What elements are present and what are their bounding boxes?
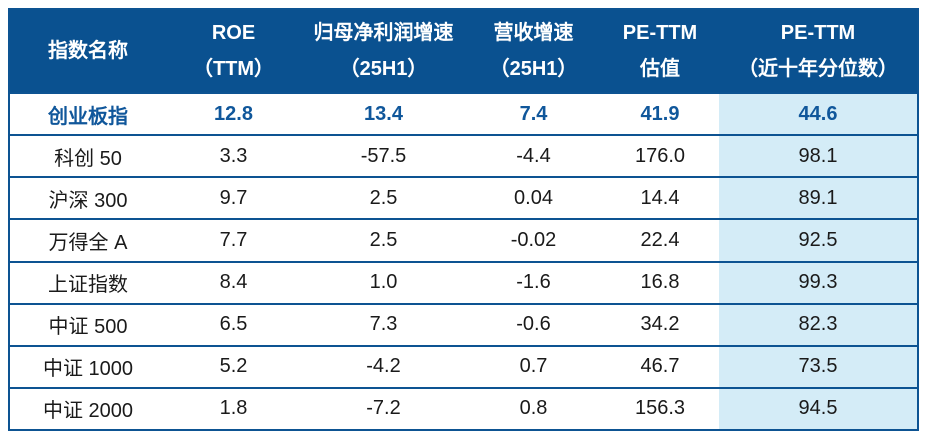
index-name-cell: 中证 500: [9, 302, 166, 346]
value-cell-revenue-growth-25h1: -0.6: [466, 302, 601, 346]
value-cell-revenue-growth-25h1: 0.7: [466, 344, 601, 388]
value-cell-pe-ttm-percentile: 99.3: [719, 260, 918, 304]
value-cell-pe-ttm-valuation: 156.3: [601, 386, 719, 430]
value-cell-pe-ttm-percentile: 44.6: [719, 91, 918, 136]
value-cell-pe-ttm-percentile: 98.1: [719, 134, 918, 178]
column-header-line: （近十年分位数）: [738, 58, 898, 80]
value-cell-net-profit-growth-25h1: 2.5: [301, 218, 466, 262]
column-header-line: （25H1）: [339, 58, 428, 80]
value-cell-revenue-growth-25h1: -0.02: [466, 218, 601, 262]
value-cell-pe-ttm-valuation: 176.0: [601, 134, 719, 178]
value-cell-pe-ttm-percentile: 92.5: [719, 218, 918, 262]
value-cell-pe-ttm-valuation: 16.8: [601, 260, 719, 304]
value-cell-roe-ttm: 7.7: [166, 218, 301, 262]
table-row: 上证指数 8.4 1.0 -1.6 16.8 99.3: [9, 260, 918, 304]
column-header-index-name: 指数名称: [9, 9, 166, 93]
index-name-cell: 中证 2000: [9, 386, 166, 430]
column-header-line: （25H1）: [489, 58, 578, 80]
value-cell-net-profit-growth-25h1: -57.5: [301, 134, 466, 178]
value-cell-pe-ttm-valuation: 14.4: [601, 176, 719, 220]
value-cell-roe-ttm: 12.8: [166, 91, 301, 136]
index-metrics-table: 指数名称 ROE （TTM） 归母净利润增速 （25H1） 营收增速 （25H1） PE-TT…: [8, 8, 919, 431]
value-cell-net-profit-growth-25h1: 7.3: [301, 302, 466, 346]
value-cell-net-profit-growth-25h1: 1.0: [301, 260, 466, 304]
value-cell-pe-ttm-valuation: 41.9: [601, 91, 719, 136]
value-cell-roe-ttm: 5.2: [166, 344, 301, 388]
table-row: 沪深 300 9.7 2.5 0.04 14.4 89.1: [9, 176, 918, 220]
value-cell-pe-ttm-percentile: 73.5: [719, 344, 918, 388]
value-cell-revenue-growth-25h1: 0.8: [466, 386, 601, 430]
value-cell-roe-ttm: 9.7: [166, 176, 301, 220]
column-header-line: PE-TTM: [622, 22, 698, 44]
value-cell-roe-ttm: 1.8: [166, 386, 301, 430]
value-cell-pe-ttm-percentile: 89.1: [719, 176, 918, 220]
column-header-pe-ttm-percentile: PE-TTM （近十年分位数）: [719, 9, 918, 93]
index-name-cell: 科创 50: [9, 134, 166, 178]
table-row: 万得全 A 7.7 2.5 -0.02 22.4 92.5: [9, 218, 918, 262]
value-cell-pe-ttm-percentile: 94.5: [719, 386, 918, 430]
column-header-roe-ttm: ROE （TTM）: [166, 9, 301, 93]
value-cell-revenue-growth-25h1: 0.04: [466, 176, 601, 220]
value-cell-revenue-growth-25h1: 7.4: [466, 91, 601, 136]
table-row: 中证 1000 5.2 -4.2 0.7 46.7 73.5: [9, 344, 918, 388]
index-name-cell: 万得全 A: [9, 218, 166, 262]
column-header-net-profit-growth-25h1: 归母净利润增速 （25H1）: [301, 9, 466, 93]
value-cell-net-profit-growth-25h1: -7.2: [301, 386, 466, 430]
column-header-line: ROE: [211, 22, 256, 44]
table-header: 指数名称 ROE （TTM） 归母净利润增速 （25H1） 营收增速 （25H1） PE-TT…: [9, 9, 918, 93]
column-header-line: 营收增速: [493, 22, 574, 44]
index-name-cell: 创业板指: [9, 91, 166, 136]
table-row: 中证 2000 1.8 -7.2 0.8 156.3 94.5: [9, 386, 918, 430]
table-row: 创业板指 12.8 13.4 7.4 41.9 44.6: [9, 91, 918, 136]
column-header-line: 估值: [640, 58, 680, 80]
column-header-line: 归母净利润增速: [313, 22, 454, 44]
value-cell-pe-ttm-percentile: 82.3: [719, 302, 918, 346]
column-header-pe-ttm-valuation: PE-TTM 估值: [601, 9, 719, 93]
column-header-line: PE-TTM: [780, 22, 856, 44]
index-name-cell: 上证指数: [9, 260, 166, 304]
value-cell-roe-ttm: 6.5: [166, 302, 301, 346]
value-cell-net-profit-growth-25h1: 2.5: [301, 176, 466, 220]
table-header-row: 指数名称 ROE （TTM） 归母净利润增速 （25H1） 营收增速 （25H1） PE-TT…: [9, 9, 918, 93]
value-cell-pe-ttm-valuation: 34.2: [601, 302, 719, 346]
value-cell-net-profit-growth-25h1: -4.2: [301, 344, 466, 388]
value-cell-pe-ttm-valuation: 46.7: [601, 344, 719, 388]
column-header-line: （TTM）: [192, 58, 275, 80]
column-header-line: 指数名称: [48, 40, 128, 62]
value-cell-roe-ttm: 3.3: [166, 134, 301, 178]
table-row: 中证 500 6.5 7.3 -0.6 34.2 82.3: [9, 302, 918, 346]
table-row: 科创 50 3.3 -57.5 -4.4 176.0 98.1: [9, 134, 918, 178]
value-cell-roe-ttm: 8.4: [166, 260, 301, 304]
value-cell-revenue-growth-25h1: -4.4: [466, 134, 601, 178]
table-body: 创业板指 12.8 13.4 7.4 41.9 44.6 科创 50 3.3 -57.5 -4.4…: [9, 91, 918, 430]
value-cell-revenue-growth-25h1: -1.6: [466, 260, 601, 304]
index-name-cell: 沪深 300: [9, 176, 166, 220]
index-name-cell: 中证 1000: [9, 344, 166, 388]
value-cell-net-profit-growth-25h1: 13.4: [301, 91, 466, 136]
column-header-revenue-growth-25h1: 营收增速 （25H1）: [466, 9, 601, 93]
value-cell-pe-ttm-valuation: 22.4: [601, 218, 719, 262]
